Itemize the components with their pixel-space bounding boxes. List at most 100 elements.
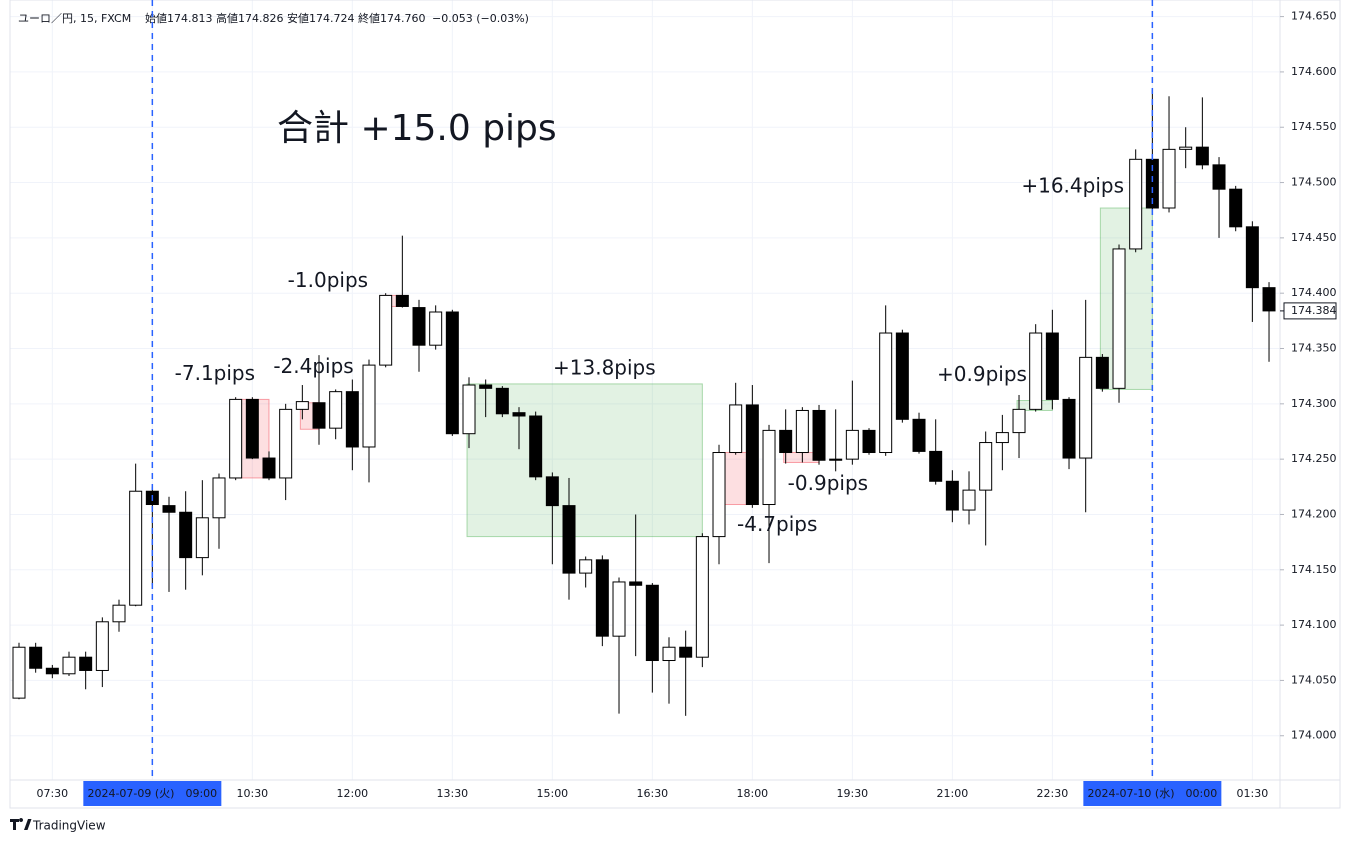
candle-body [162, 505, 176, 513]
y-tick-label: 174.450 [1291, 231, 1337, 244]
last-price-label: 174.384 [1291, 304, 1337, 317]
y-tick-label: 174.050 [1291, 673, 1337, 686]
y-tick-label: 174.650 [1291, 10, 1337, 23]
candle-body [545, 476, 559, 507]
candle-body [62, 656, 76, 675]
candle-body [912, 418, 926, 452]
frame [9, 0, 1341, 809]
candle-body [795, 409, 809, 454]
candle-body [112, 604, 126, 623]
low: 安値174.724 [287, 11, 355, 25]
trade-label: +0.9pips [937, 362, 1027, 386]
candle-body [362, 364, 376, 448]
candle-body [262, 457, 276, 479]
candle-body [762, 429, 776, 506]
x-tick-label: 16:30 [636, 787, 668, 800]
candle-body [212, 477, 226, 519]
x-tick-highlight [1083, 781, 1222, 806]
candle-body [1212, 164, 1226, 190]
trade-label: -7.1pips [175, 361, 255, 385]
candle-body [862, 429, 876, 454]
y-tick-label: 174.100 [1291, 618, 1337, 631]
candle-body [579, 559, 593, 574]
y-tick-label: 174.250 [1291, 452, 1337, 465]
candle-body [295, 401, 309, 410]
candle-body [412, 307, 426, 346]
candle-body [995, 432, 1009, 444]
y-tick-label: 174.400 [1291, 286, 1337, 299]
trade-label: -0.9pips [788, 471, 868, 495]
candle-body [329, 391, 343, 429]
plot [12, 89, 1276, 716]
candle-body [1012, 408, 1026, 434]
x-tick-label: 13:30 [436, 787, 468, 800]
candle-body [29, 646, 43, 669]
candle-body [645, 584, 659, 662]
candle-body [529, 415, 543, 478]
change: −0.053 (−0.03%) [432, 12, 529, 25]
candle-body [1179, 146, 1193, 150]
candle-body [512, 412, 526, 417]
candle-body [562, 505, 576, 574]
candle-body [929, 450, 943, 482]
candle-body [1095, 356, 1109, 389]
candle-body [195, 517, 209, 559]
candle-body [812, 409, 826, 461]
candle-body [95, 621, 109, 671]
x-tick-label: 22:30 [1037, 787, 1069, 800]
trade-label: -1.0pips [288, 268, 368, 292]
candle-body [1129, 158, 1143, 250]
chart-title: 合計 +15.0 pips [277, 108, 557, 149]
candle-body [79, 656, 93, 671]
y-tick-label: 174.000 [1291, 729, 1337, 742]
candle-body [462, 384, 476, 435]
candle-body [745, 404, 759, 506]
trade-label: -2.4pips [273, 354, 353, 378]
candle-body [379, 294, 393, 366]
x-tick-highlight [83, 781, 222, 806]
x-tick-label: 01:30 [1237, 787, 1269, 800]
candle-body [612, 581, 626, 637]
brand-logo: TradingView [10, 818, 106, 833]
high: 高値174.826 [216, 11, 284, 25]
y-tick-label: 174.500 [1291, 176, 1337, 189]
candle-body [179, 511, 193, 559]
x-tick-label: 10:30 [236, 787, 268, 800]
x-tick-label: 07:30 [36, 787, 68, 800]
candle-body [979, 442, 993, 491]
x-tick-label: 19:30 [836, 787, 868, 800]
candle-body [829, 458, 843, 461]
header: ユーロ／円, 15, FXCM 始値174.813 高値174.826 安値17… [18, 11, 529, 25]
x-tick-label: 18:00 [736, 787, 768, 800]
candle-body [279, 408, 293, 479]
candle-body [1045, 332, 1059, 400]
candle-body [1062, 398, 1076, 459]
trade-label: +13.8pips [553, 355, 656, 379]
candle-body [429, 311, 443, 346]
candle-body [1245, 226, 1259, 289]
candle-body [679, 646, 693, 658]
candle-body [729, 404, 743, 454]
y-tick-label: 174.350 [1291, 342, 1337, 355]
candle-body [662, 646, 676, 662]
y-tick-label: 174.300 [1291, 397, 1337, 410]
candle-body [445, 311, 459, 435]
candle-body [12, 646, 26, 699]
candle-body [1229, 188, 1243, 228]
last-price-box [1283, 302, 1337, 320]
candle-body [229, 398, 243, 479]
candle-body [345, 391, 359, 448]
candle-body [479, 384, 493, 389]
close: 終値174.760 [358, 11, 426, 25]
x-tick-label: 2024-07-10 (水) 00:00 [1087, 787, 1217, 800]
candle-body [945, 480, 959, 511]
trade-label: -4.7pips [737, 512, 817, 536]
y-tick-label: 174.150 [1291, 563, 1337, 576]
y-tick-label: 174.600 [1291, 65, 1337, 78]
candle-body [595, 559, 609, 637]
candle-body [1029, 332, 1043, 410]
candle-body [245, 398, 259, 459]
trade-label: +16.4pips [1021, 174, 1124, 198]
y-tick-label: 174.200 [1291, 507, 1337, 520]
brand: TradingView [32, 819, 106, 833]
